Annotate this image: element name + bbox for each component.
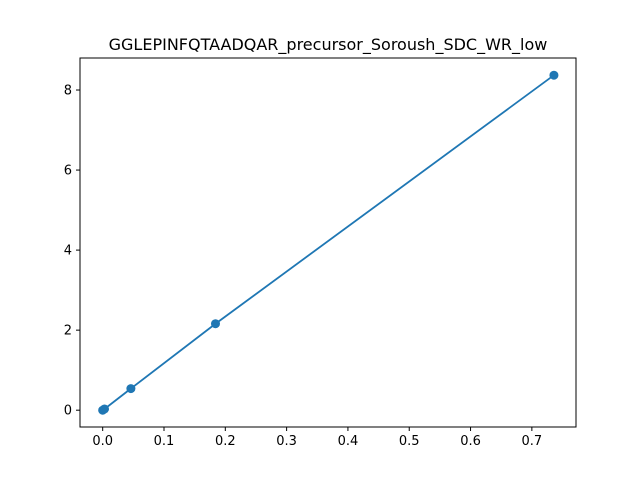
x-tick-label: 0.3 [276, 434, 297, 449]
y-tick-label: 2 [64, 324, 72, 339]
x-tick-label: 0.2 [215, 434, 236, 449]
axes-frame [79, 57, 577, 428]
data-point [126, 384, 136, 394]
x-tick-label: 0.4 [338, 434, 359, 449]
chart-title: GGLEPINFQTAADQAR_precursor_Soroush_SDC_W… [109, 35, 548, 55]
y-tick-label: 8 [64, 84, 72, 99]
data-point [100, 404, 110, 414]
plot-area: 0.0 0.1 0.2 0.3 0.4 0.5 0.6 0.7 0 2 4 6 8 [64, 57, 577, 449]
x-tick-label: 0.7 [522, 434, 543, 449]
y-tick-label: 6 [64, 164, 72, 179]
x-tick-label: 0.6 [460, 434, 481, 449]
series-line [102, 74, 555, 411]
x-tick-label: 0.0 [92, 434, 113, 449]
data-point [210, 319, 220, 329]
data-point [549, 70, 559, 80]
y-tick-label: 4 [64, 244, 72, 259]
x-tick-label: 0.1 [154, 434, 175, 449]
x-tick-label: 0.5 [399, 434, 420, 449]
y-tick-label: 0 [64, 404, 72, 419]
